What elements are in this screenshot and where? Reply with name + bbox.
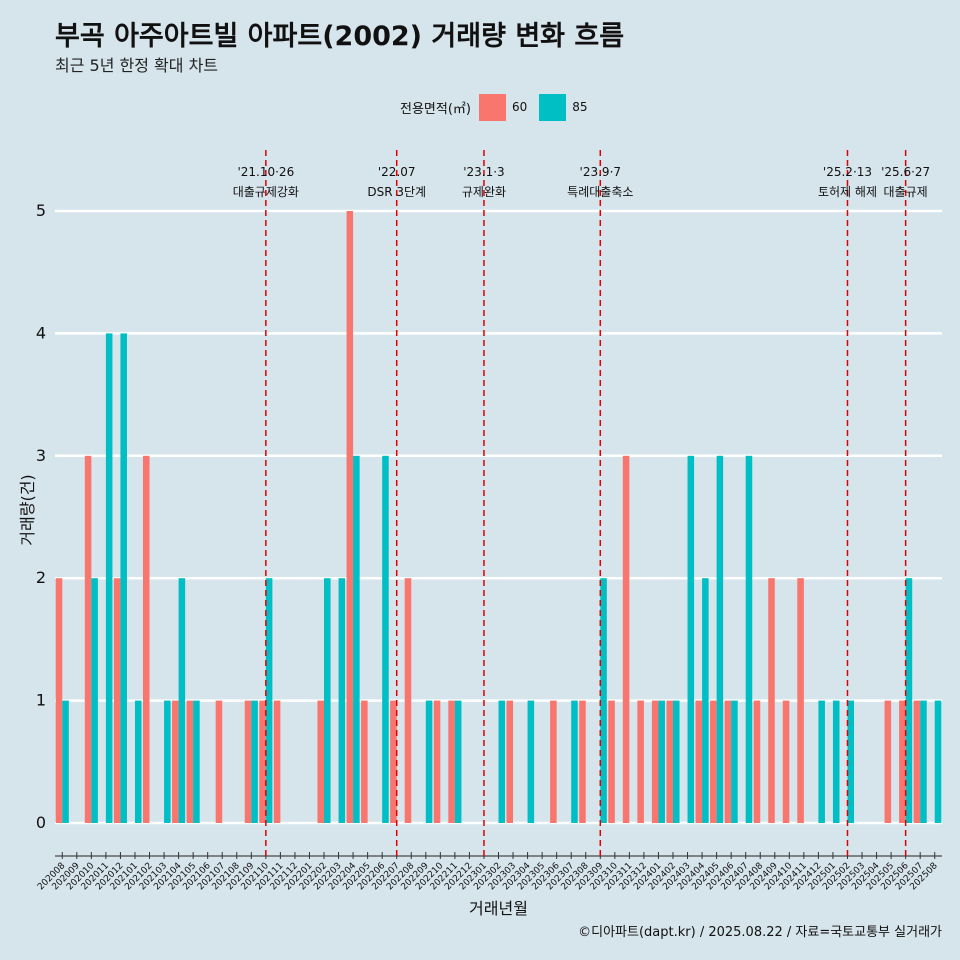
bar-85-202010 [91,578,98,823]
event-date-1: '22.07 [378,165,416,179]
bar-85-202302 [498,700,506,823]
bar-85-202501 [832,700,840,823]
bar-85-202209 [425,700,433,823]
bar-60-202102 [142,455,150,823]
event-label-3: 특례대출축소 [567,185,633,199]
bar-60-202204 [346,211,354,823]
bar-60-202411 [797,578,804,823]
legend-swatch-85 [539,93,567,121]
bar-85-202203 [338,578,346,823]
bar-60-202109 [244,700,252,823]
bar-60-202506 [899,700,906,823]
bar-85-202304 [527,700,535,823]
bar-60-202207 [390,700,397,823]
legend-swatch-60 [478,93,506,121]
bar-60-202008 [55,578,63,823]
bar-60-202110 [259,700,266,823]
bar-85-202412 [818,700,825,823]
bar-85-202103 [164,700,171,823]
event-date-5: '25.6·27 [881,165,930,179]
bar-85-202502 [847,700,855,823]
bar-85-202105 [193,700,200,823]
bar-60-202210 [433,700,441,823]
bar-60-202507 [913,700,921,823]
y-axis-title: 거래량(건) [18,474,37,545]
bar-85-202407 [745,455,753,823]
bar-60-202010 [84,455,92,823]
bar-85-202403 [687,455,695,823]
bar-60-202211 [448,700,455,823]
bar-60-202208 [404,578,412,823]
bar-85-202506 [905,578,913,823]
bar-60-202402 [666,700,673,823]
event-label-4: 토허제 해제 [818,185,877,199]
chart-subtitle: 최근 5년 한정 확대 차트 [55,56,219,75]
bar-60-202404 [695,700,703,823]
bar-85-202211 [454,700,462,823]
bar-85-202405 [716,455,724,823]
bar-85-202402 [672,700,680,823]
bar-85-202012 [120,333,127,823]
bar-85-202404 [702,578,709,823]
bar-60-202405 [710,700,717,823]
bar-85-202307 [571,700,578,823]
event-date-3: '23.9·7 [580,165,621,179]
bar-60-202408 [753,700,761,823]
bar-85-202011 [105,333,113,823]
event-label-1: DSR 3단계 [367,185,426,199]
bar-85-202204 [353,455,360,823]
bar-60-202104 [172,700,179,823]
legend-title: 전용면적(㎡) [400,101,471,117]
legend-label-60: 60 [511,100,528,114]
bar-60-202105 [186,700,194,823]
event-date-4: '25.2·13 [823,165,872,179]
bar-60-202306 [550,700,557,823]
caption: ©디아파트(dapt.kr) / 2025.08.22 / 자료=국토교통부 실… [578,925,942,940]
bar-60-202205 [361,700,368,823]
y-tick-label-1: 1 [36,691,46,710]
event-date-0: '21.10·26 [237,165,294,179]
bar-60-202312 [637,700,644,823]
x-axis-title: 거래년월 [469,899,528,918]
bar-60-202409 [768,578,775,823]
bar-60-202311 [622,455,630,823]
bar-60-202303 [506,700,514,823]
bar-85-202008 [62,700,69,823]
event-label-5: 대출규제 [884,185,928,199]
bar-85-202507 [920,700,927,823]
event-label-0: 대출규제강화 [233,185,299,199]
bar-85-202406 [731,700,738,823]
bar-85-202110 [265,578,273,823]
bar-60-202401 [651,700,659,823]
y-tick-label-3: 3 [36,446,46,465]
event-label-2: 규제완화 [462,185,506,199]
y-tick-label-5: 5 [36,201,46,220]
bar-60-202310 [608,700,615,823]
bar-60-202111 [273,700,281,823]
bar-60-202505 [884,700,892,823]
bar-60-202410 [782,700,790,823]
bar-85-202206 [382,455,389,823]
chart-title: 부곡 아주아트빌 아파트(2002) 거래량 변화 흐름 [55,21,625,52]
bar-85-202309 [600,578,607,823]
y-tick-label-4: 4 [36,323,46,342]
y-tick-label-2: 2 [36,568,46,587]
bar-85-202508 [934,700,942,823]
legend-label-85: 85 [572,100,588,114]
event-date-2: '23.1·3 [463,165,504,179]
y-tick-label-0: 0 [36,813,46,832]
bar-60-202012 [113,578,121,823]
bar-60-202406 [724,700,732,823]
bar-85-202104 [178,578,186,823]
bar-85-202202 [324,578,331,823]
bar-60-202107 [215,700,223,823]
legend: 전용면적(㎡) 60 85 [400,93,592,121]
bar-85-202109 [251,700,258,823]
bar-85-202101 [134,700,142,823]
bar-60-202202 [317,700,325,823]
bar-85-202401 [658,700,665,823]
bar-60-202308 [579,700,586,823]
